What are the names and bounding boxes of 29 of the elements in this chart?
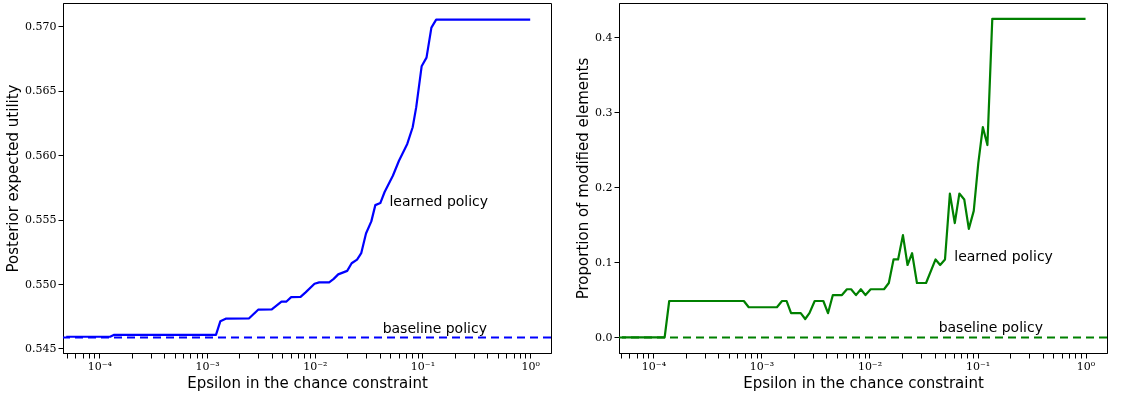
y-tick-label: 0.0 <box>595 330 613 344</box>
y-tick-label: 0.550 <box>25 277 57 291</box>
x-tick-label: 10⁻¹ <box>965 359 991 373</box>
y-tick-label: 0.1 <box>595 255 613 269</box>
x-tick-label: 10⁻³ <box>749 359 775 373</box>
x-tick-label: 10⁰ <box>521 359 541 373</box>
x-tick-label: 10⁰ <box>1076 359 1096 373</box>
ref-line-label: baseline policy <box>938 319 1043 336</box>
x-tick-label: 10⁻² <box>857 359 883 373</box>
y-axis-title: Posterior expected utility <box>4 84 23 273</box>
x-tick-label: 10⁻⁴ <box>641 359 667 373</box>
x-tick-label: 10⁻³ <box>195 359 220 373</box>
y-tick-label: 0.2 <box>595 180 613 194</box>
y-tick-label: 0.565 <box>25 84 57 98</box>
x-tick-label: 10⁻² <box>303 359 328 373</box>
ref-line-label: baseline policy <box>382 319 487 336</box>
y-tick-label: 0.555 <box>25 213 57 227</box>
annotation: learned policy <box>954 248 1053 265</box>
y-axis-title: Proportion of modified elements <box>574 57 593 300</box>
x-tick-label: 10⁻⁴ <box>87 359 113 373</box>
x-tick-label: 10⁻¹ <box>410 359 436 373</box>
y-tick-label: 0.3 <box>595 105 613 119</box>
x-axis-title: Epsilon in the chance constraint <box>187 373 428 392</box>
x-axis-title: Epsilon in the chance constraint <box>743 373 984 392</box>
y-tick-label: 0.570 <box>25 19 57 33</box>
annotation: learned policy <box>389 192 489 209</box>
y-tick-label: 0.560 <box>25 148 57 162</box>
y-tick-label: 0.545 <box>25 341 57 355</box>
y-tick-label: 0.4 <box>595 30 613 44</box>
